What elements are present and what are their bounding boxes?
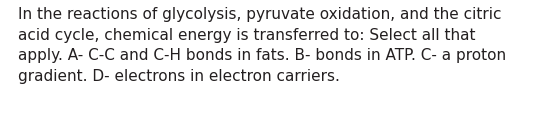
Text: In the reactions of glycolysis, pyruvate oxidation, and the citric
acid cycle, c: In the reactions of glycolysis, pyruvate… [18,7,506,84]
